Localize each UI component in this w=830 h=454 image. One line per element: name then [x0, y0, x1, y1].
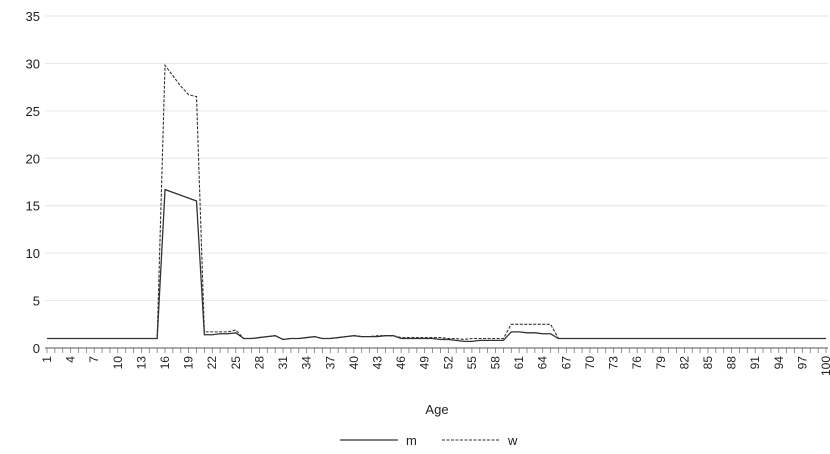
y-axis-ticks: 0 5 10 15 20 25 30 35	[26, 9, 40, 356]
x-tick-label: 1	[40, 356, 54, 363]
x-tick-label: 19	[182, 356, 196, 370]
series-lines	[47, 63, 826, 343]
x-tick-label: 22	[205, 356, 219, 370]
y-tick-label: 20	[26, 151, 40, 166]
x-tick-label: 49	[418, 356, 432, 370]
x-tick-label: 28	[252, 356, 266, 370]
x-tick-label: 52	[441, 356, 455, 370]
x-tick-label: 46	[394, 356, 408, 370]
x-tick-label: 67	[559, 356, 573, 370]
x-tick-label: 34	[300, 356, 314, 370]
y-tick-label: 15	[26, 199, 40, 214]
x-tick-label: 82	[677, 356, 691, 370]
x-tick-label: 7	[87, 356, 101, 363]
x-tick-label: 64	[536, 356, 550, 370]
series-line-w	[47, 63, 826, 341]
x-tick-label: 58	[489, 356, 503, 370]
x-tick-label: 100	[819, 356, 830, 376]
x-tick-label: 70	[583, 356, 597, 370]
x-tick-label: 85	[701, 356, 715, 370]
x-axis-title: Age	[425, 402, 448, 417]
x-tick-label: 4	[64, 356, 78, 363]
y-tick-label: 35	[26, 9, 40, 24]
x-tick-label: 40	[347, 356, 361, 370]
x-tick-label: 37	[323, 356, 337, 370]
x-tick-label: 10	[111, 356, 125, 370]
x-tick-label: 16	[158, 356, 172, 370]
grid-lines	[45, 15, 828, 302]
y-tick-label: 5	[33, 294, 40, 309]
x-tick-label: 79	[654, 356, 668, 370]
x-tick-label: 25	[229, 356, 243, 370]
legend-label-w: w	[507, 433, 518, 448]
x-tick-label: 88	[725, 356, 739, 370]
series-line-m	[47, 188, 826, 343]
legend-label-m: m	[406, 433, 417, 448]
y-tick-label: 10	[26, 246, 40, 261]
x-tick-label: 76	[630, 356, 644, 370]
x-tick-label: 61	[512, 356, 526, 370]
y-tick-label: 30	[26, 56, 40, 71]
x-tick-label: 91	[748, 356, 762, 370]
x-tick-label: 43	[370, 356, 384, 370]
x-tick-label: 94	[772, 356, 786, 370]
x-tick-label: 73	[607, 356, 621, 370]
y-tick-label: 0	[33, 341, 40, 356]
x-tick-label: 31	[276, 356, 290, 370]
x-tick-label: 13	[134, 356, 148, 370]
x-tick-label: 97	[795, 356, 809, 370]
x-axis: 1 4 7 10 13 16 19 22 25 28 31 34 37 40 43 46 49 52 55 58 61 6…	[40, 347, 830, 376]
y-tick-label: 25	[26, 104, 40, 119]
x-tick-label: 55	[465, 356, 479, 370]
